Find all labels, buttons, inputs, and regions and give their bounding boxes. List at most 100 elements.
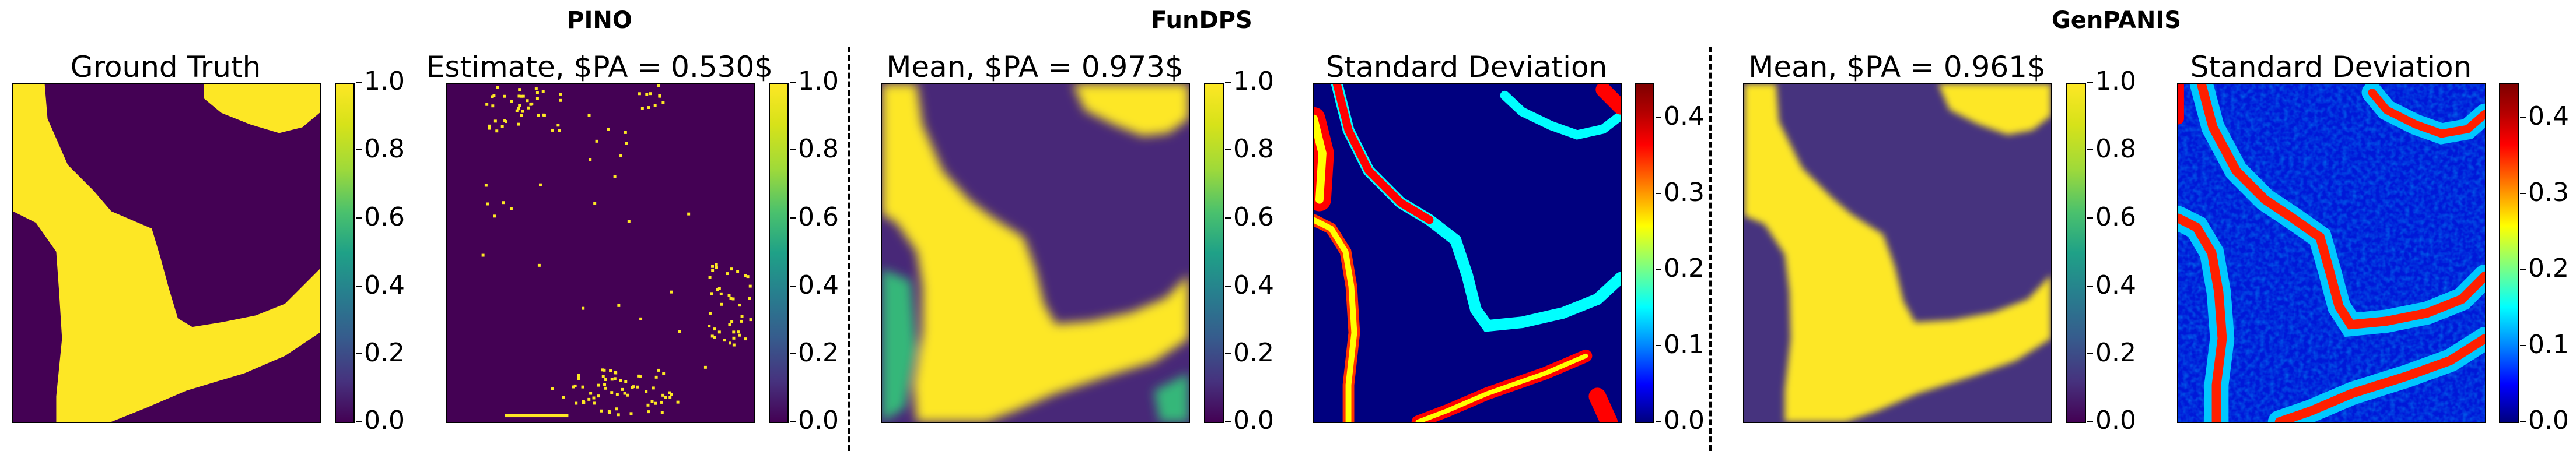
cbar-gpm-tick-0.8: 0.8 <box>2087 134 2136 164</box>
pino-speckle-pixel <box>600 409 603 413</box>
pino-speckle-pixel <box>603 383 607 386</box>
pino-speckle-pixel <box>749 318 752 322</box>
colorbar-genpanis-mean <box>2066 83 2086 423</box>
fundps-std-edges <box>1314 84 1620 422</box>
pino-speckle-pixel <box>551 387 554 390</box>
pino-speckle-pixel <box>740 315 744 318</box>
cbar-fds-tick-0.4: 0.4 <box>1656 101 1704 131</box>
pino-speckle-pixel <box>687 212 691 216</box>
pino-speckle-pixel <box>538 183 542 186</box>
pino-speckle-pixel <box>732 343 736 347</box>
pino-speckle-pixel <box>577 377 580 380</box>
pino-speckle-pixel <box>517 107 520 110</box>
pino-speckle-pixel <box>654 401 657 405</box>
pino-speckle-pixel <box>496 86 499 89</box>
colorbar-ground-truth <box>335 83 355 423</box>
pino-speckle-pixel <box>559 98 562 102</box>
pino-speckle-pixel <box>501 125 504 128</box>
pino-speckle-pixel <box>645 390 648 393</box>
cbar-fds-tick-0.1: 0.1 <box>1656 330 1704 360</box>
group-title-pino: PINO <box>567 7 632 34</box>
panel-title-ground-truth: Ground Truth <box>70 50 261 84</box>
heatmap-genpanis-mean-canvas <box>1744 84 2051 422</box>
cbar-gps-tick-0.3: 0.3 <box>2520 178 2569 207</box>
pino-speckle-pixel <box>604 386 607 390</box>
pino-speckle-pixel <box>746 275 750 279</box>
cbar-fdm-tick-0.4: 0.4 <box>1225 270 1274 300</box>
pino-speckle-pixel <box>627 220 631 223</box>
pino-speckle-pixel <box>509 207 513 210</box>
pino-speckle-pixel <box>658 94 662 98</box>
pino-speckle-pixel <box>715 266 718 270</box>
pino-speckle-pixel <box>617 304 621 307</box>
pino-speckle-pixel <box>603 368 606 372</box>
pino-speckle-pixel <box>503 119 507 122</box>
pino-speckle-pixel <box>639 375 642 379</box>
heatmap-genpanis-std <box>2177 83 2486 423</box>
pino-speckle-pixel <box>649 92 652 96</box>
pino-speckle-pixel <box>541 90 545 93</box>
pino-speckle-pixel <box>494 119 497 123</box>
pino-speckle-pixel <box>713 327 716 331</box>
pino-speckle-pixel <box>676 400 680 404</box>
cbar-gt-tick-0.4: 0.4 <box>356 270 405 300</box>
colorbar-fundps-mean <box>1204 83 1224 423</box>
pino-speckle-pixel <box>668 391 671 394</box>
pino-speckle-pixel <box>645 93 649 96</box>
pino-speckle-pixel <box>572 385 575 389</box>
heatmap-pino-canvas <box>447 84 754 422</box>
pino-speckle-pixel <box>718 287 721 290</box>
pino-speckle-pixel <box>730 267 733 271</box>
pino-speckle-pixel <box>708 312 712 315</box>
colorbar-pino <box>769 83 789 423</box>
pino-speckle-pixel <box>559 92 562 96</box>
pino-speckle-pixel <box>589 392 593 395</box>
pino-speckle-pixel <box>730 320 734 323</box>
pino-speckle-pixel <box>558 129 561 132</box>
pino-speckle-pixel <box>614 371 618 375</box>
cbar-gps-tick-0.0: 0.0 <box>2520 406 2569 435</box>
pino-speckle-pixel <box>593 202 597 205</box>
pino-speckle-pixel <box>719 292 723 295</box>
pino-speckle-pixel <box>488 126 491 130</box>
pino-speckle-pixel <box>587 114 591 117</box>
pino-background <box>447 84 754 422</box>
pino-speckle-pixel <box>668 396 672 399</box>
pino-speckle-pixel <box>518 88 522 91</box>
pino-speckle-pixel <box>542 113 545 117</box>
cbar-pino-tick-1.0: 1.0 <box>790 66 839 96</box>
pino-speckle-pixel <box>640 107 644 110</box>
divider-right <box>1709 47 1712 451</box>
pino-speckle-pixel <box>664 396 667 399</box>
pino-speckle-pixel <box>520 114 523 117</box>
pino-speckle-pixel <box>711 269 715 272</box>
pino-speckle-pixel <box>726 272 729 276</box>
cbar-gps-tick-0.1: 0.1 <box>2520 330 2569 360</box>
pino-speckle-pixel <box>613 175 617 178</box>
pino-speckle-pixel <box>629 412 633 415</box>
pino-speckle-pixel <box>748 297 751 300</box>
heatmap-fundps-std <box>1312 83 1622 423</box>
divider-left <box>848 47 850 451</box>
pino-speckle-pixel <box>503 94 506 98</box>
cbar-pino-tick-0.0: 0.0 <box>790 406 839 435</box>
pino-speckle-pixel <box>551 128 554 132</box>
pino-speckle-pixel <box>615 393 619 396</box>
pino-speckle-pixel <box>625 142 628 145</box>
cbar-fdm-tick-0.2: 0.2 <box>1225 338 1274 368</box>
pino-speckle-pixel <box>647 410 650 414</box>
pino-speckle-pixel <box>615 407 618 411</box>
pino-speckle-pixel <box>718 330 721 334</box>
cbar-gt-tick-1.0: 1.0 <box>356 66 405 96</box>
pino-speckle-pixel <box>610 391 614 394</box>
group-title-genpanis: GenPANIS <box>2051 7 2182 34</box>
pino-speckle-pixel <box>510 100 513 103</box>
pino-speckle-pixel <box>488 124 491 128</box>
cbar-pino-tick-0.2: 0.2 <box>790 338 839 368</box>
gt-top-blob <box>204 84 320 133</box>
pino-speckle-pixel <box>744 274 747 277</box>
pino-speckle-pixel <box>582 400 585 403</box>
pino-speckle-pixel <box>624 380 628 383</box>
pino-speckle-pixel <box>670 393 673 396</box>
pino-speckle-pixel <box>660 400 663 404</box>
